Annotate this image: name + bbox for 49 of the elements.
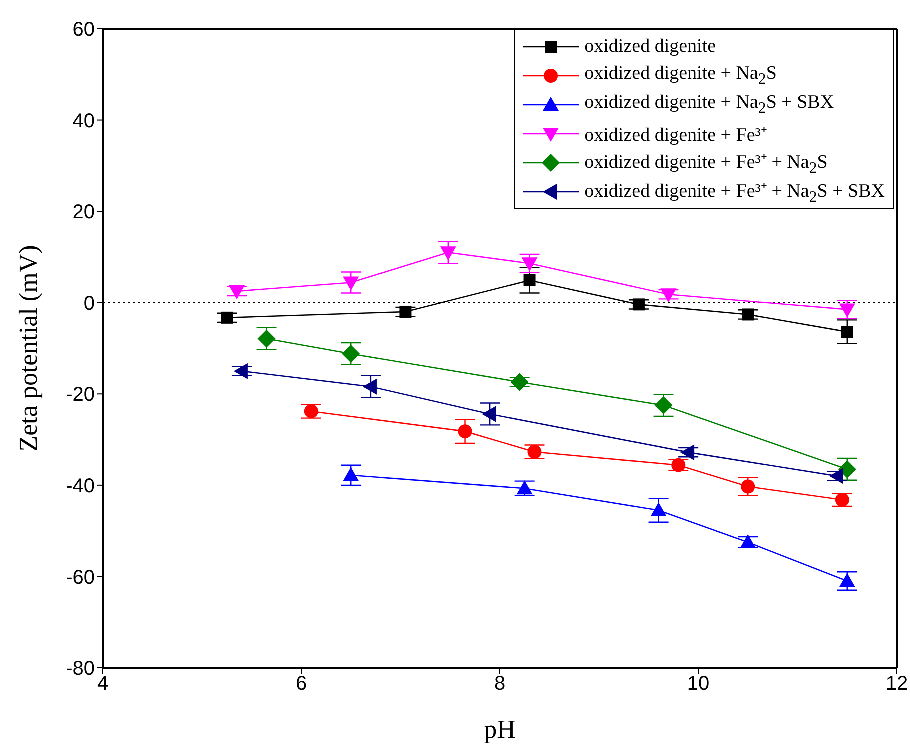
point — [228, 285, 245, 300]
y-tick-label: -20 — [66, 384, 95, 406]
point — [458, 424, 472, 439]
legend-label: oxidized digenite + Fe³⁺ + Na$_{2}$S — [584, 150, 828, 178]
x-tick-label: 6 — [296, 673, 308, 696]
x-tick-label: 10 — [687, 673, 710, 696]
point — [524, 274, 536, 286]
legend-label: oxidized digenite — [584, 36, 716, 58]
point — [841, 326, 854, 338]
point — [835, 493, 850, 508]
point — [650, 502, 667, 517]
legend-label: oxidized digenite + Na$_{2}$S — [584, 62, 777, 88]
point — [742, 308, 754, 321]
y-axis-title: Zeta potential (mV) — [14, 245, 44, 452]
point — [528, 445, 542, 460]
legend-label: oxidized digenite + Na$_{2}$S + SBX — [584, 92, 834, 118]
point — [740, 534, 756, 548]
x-axis-title: pH — [484, 715, 516, 744]
point — [343, 276, 360, 291]
point — [522, 258, 538, 272]
y-tick-label: 40 — [72, 110, 95, 132]
point — [362, 378, 377, 395]
point — [304, 404, 318, 418]
legend-label: oxidized digenite + Fe³⁺ — [584, 124, 767, 146]
y-tick-label: 60 — [72, 19, 95, 42]
point — [741, 480, 756, 494]
point — [510, 373, 529, 392]
point — [234, 363, 248, 380]
point — [221, 312, 234, 324]
y-tick-label: -80 — [66, 658, 95, 680]
point — [672, 458, 686, 472]
point — [829, 468, 844, 484]
x-tick-label: 4 — [97, 673, 109, 696]
y-tick-label: -60 — [66, 566, 95, 589]
x-tick-label: 12 — [886, 673, 908, 696]
point — [482, 406, 496, 422]
y-tick-label: 20 — [72, 202, 95, 224]
point — [680, 444, 695, 461]
y-tick-label: 0 — [84, 292, 95, 315]
legend-label: oxidized digenite + Fe³⁺ + Na$_{2}$S + SBX — [584, 180, 885, 206]
point — [632, 298, 645, 311]
y-tick-label: -40 — [66, 476, 95, 498]
point — [660, 288, 677, 303]
point — [400, 306, 412, 318]
point — [440, 246, 456, 261]
point — [839, 573, 856, 588]
x-tick-label: 8 — [494, 673, 506, 696]
point — [343, 467, 360, 482]
point — [839, 304, 856, 318]
